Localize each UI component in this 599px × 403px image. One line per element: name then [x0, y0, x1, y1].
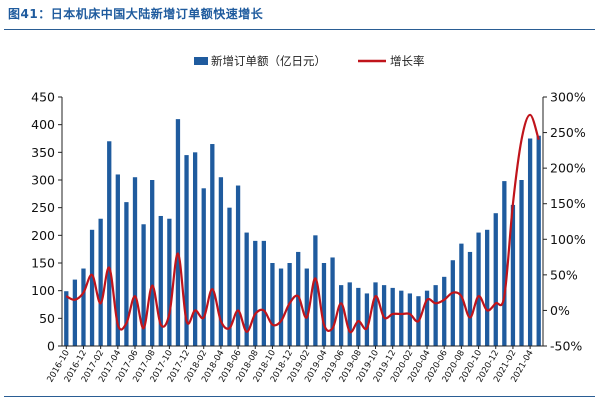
bar: [201, 188, 206, 346]
bar: [399, 290, 404, 346]
legend: 新增订单额（亿日元） 增长率: [194, 54, 425, 68]
bar: [330, 257, 335, 346]
growth-rate-line: [65, 113, 540, 334]
bar: [450, 260, 455, 346]
bar: [141, 224, 146, 346]
bar: [467, 251, 473, 346]
bar: [321, 263, 327, 346]
bar: [502, 181, 507, 346]
bar: [270, 263, 275, 346]
bar: [227, 207, 232, 346]
bar: [72, 279, 78, 346]
bar: [356, 287, 361, 346]
bar: [442, 276, 447, 346]
bar: [261, 240, 266, 346]
bar-series: [64, 119, 541, 346]
bar: [313, 235, 318, 346]
bar: [89, 229, 95, 346]
bar: [175, 119, 181, 346]
bar: [98, 218, 103, 346]
bar: [485, 229, 490, 346]
y-left-tick-label: 100: [31, 283, 55, 298]
bar: [373, 282, 378, 346]
bar: [81, 268, 86, 346]
y-right-tick-label: 300%: [550, 90, 586, 105]
y-right-tick-label: 0%: [550, 303, 570, 318]
bar: [424, 290, 430, 346]
bar: [390, 287, 395, 346]
bar: [124, 202, 129, 346]
bar: [278, 268, 284, 346]
y-left-tick-label: 450: [31, 90, 55, 105]
legend-line-label: 增长率: [390, 54, 425, 68]
y-right-tick-label: -50%: [550, 339, 582, 354]
y-left-tick-label: 0: [47, 339, 55, 354]
bar: [304, 268, 309, 346]
bottom-divider: [4, 396, 595, 397]
bar: [296, 251, 301, 346]
y-right-tick-label: 150%: [550, 196, 586, 211]
bar: [347, 282, 352, 346]
y-right-tick-label: 200%: [550, 161, 586, 176]
y-left-tick-label: 400: [31, 117, 55, 132]
line-series: [65, 113, 540, 334]
bar: [107, 141, 112, 346]
bar: [184, 155, 189, 346]
bar: [339, 285, 344, 346]
bar: [210, 144, 215, 346]
bar: [218, 177, 224, 346]
y-right-tick-label: 50%: [550, 267, 578, 282]
bar: [235, 185, 241, 346]
bar: [536, 135, 541, 346]
y-left-tick-label: 350: [31, 145, 55, 160]
legend-bar-swatch: [194, 57, 208, 65]
bar: [527, 138, 533, 346]
y-left-tick-label: 250: [31, 200, 55, 215]
bar: [158, 215, 163, 346]
y-left-tick-label: 300: [31, 173, 55, 188]
bar: [510, 204, 516, 346]
bar: [64, 291, 69, 346]
bar: [244, 232, 249, 346]
bar: [476, 232, 481, 346]
bar: [115, 174, 120, 346]
bar: [192, 152, 198, 346]
bar: [493, 213, 498, 346]
y-right-tick-label: 100%: [550, 232, 586, 247]
bar: [364, 293, 370, 346]
figure-title: 图41：日本机床中国大陆新增订单额快速增长: [8, 7, 264, 21]
y-left-tick-label: 150: [31, 256, 55, 271]
bar: [253, 240, 258, 346]
bar: [407, 293, 413, 346]
legend-bar-label: 新增订单额（亿日元）: [211, 54, 326, 68]
bar: [167, 218, 172, 346]
bar: [132, 177, 138, 346]
y-right-tick-label: 250%: [550, 125, 586, 140]
bar: [433, 285, 438, 346]
bar: [519, 180, 524, 346]
y-left-tick-label: 200: [31, 228, 55, 243]
y-left-tick-label: 50: [39, 311, 55, 326]
title-divider: [4, 29, 595, 30]
bar: [150, 180, 155, 346]
